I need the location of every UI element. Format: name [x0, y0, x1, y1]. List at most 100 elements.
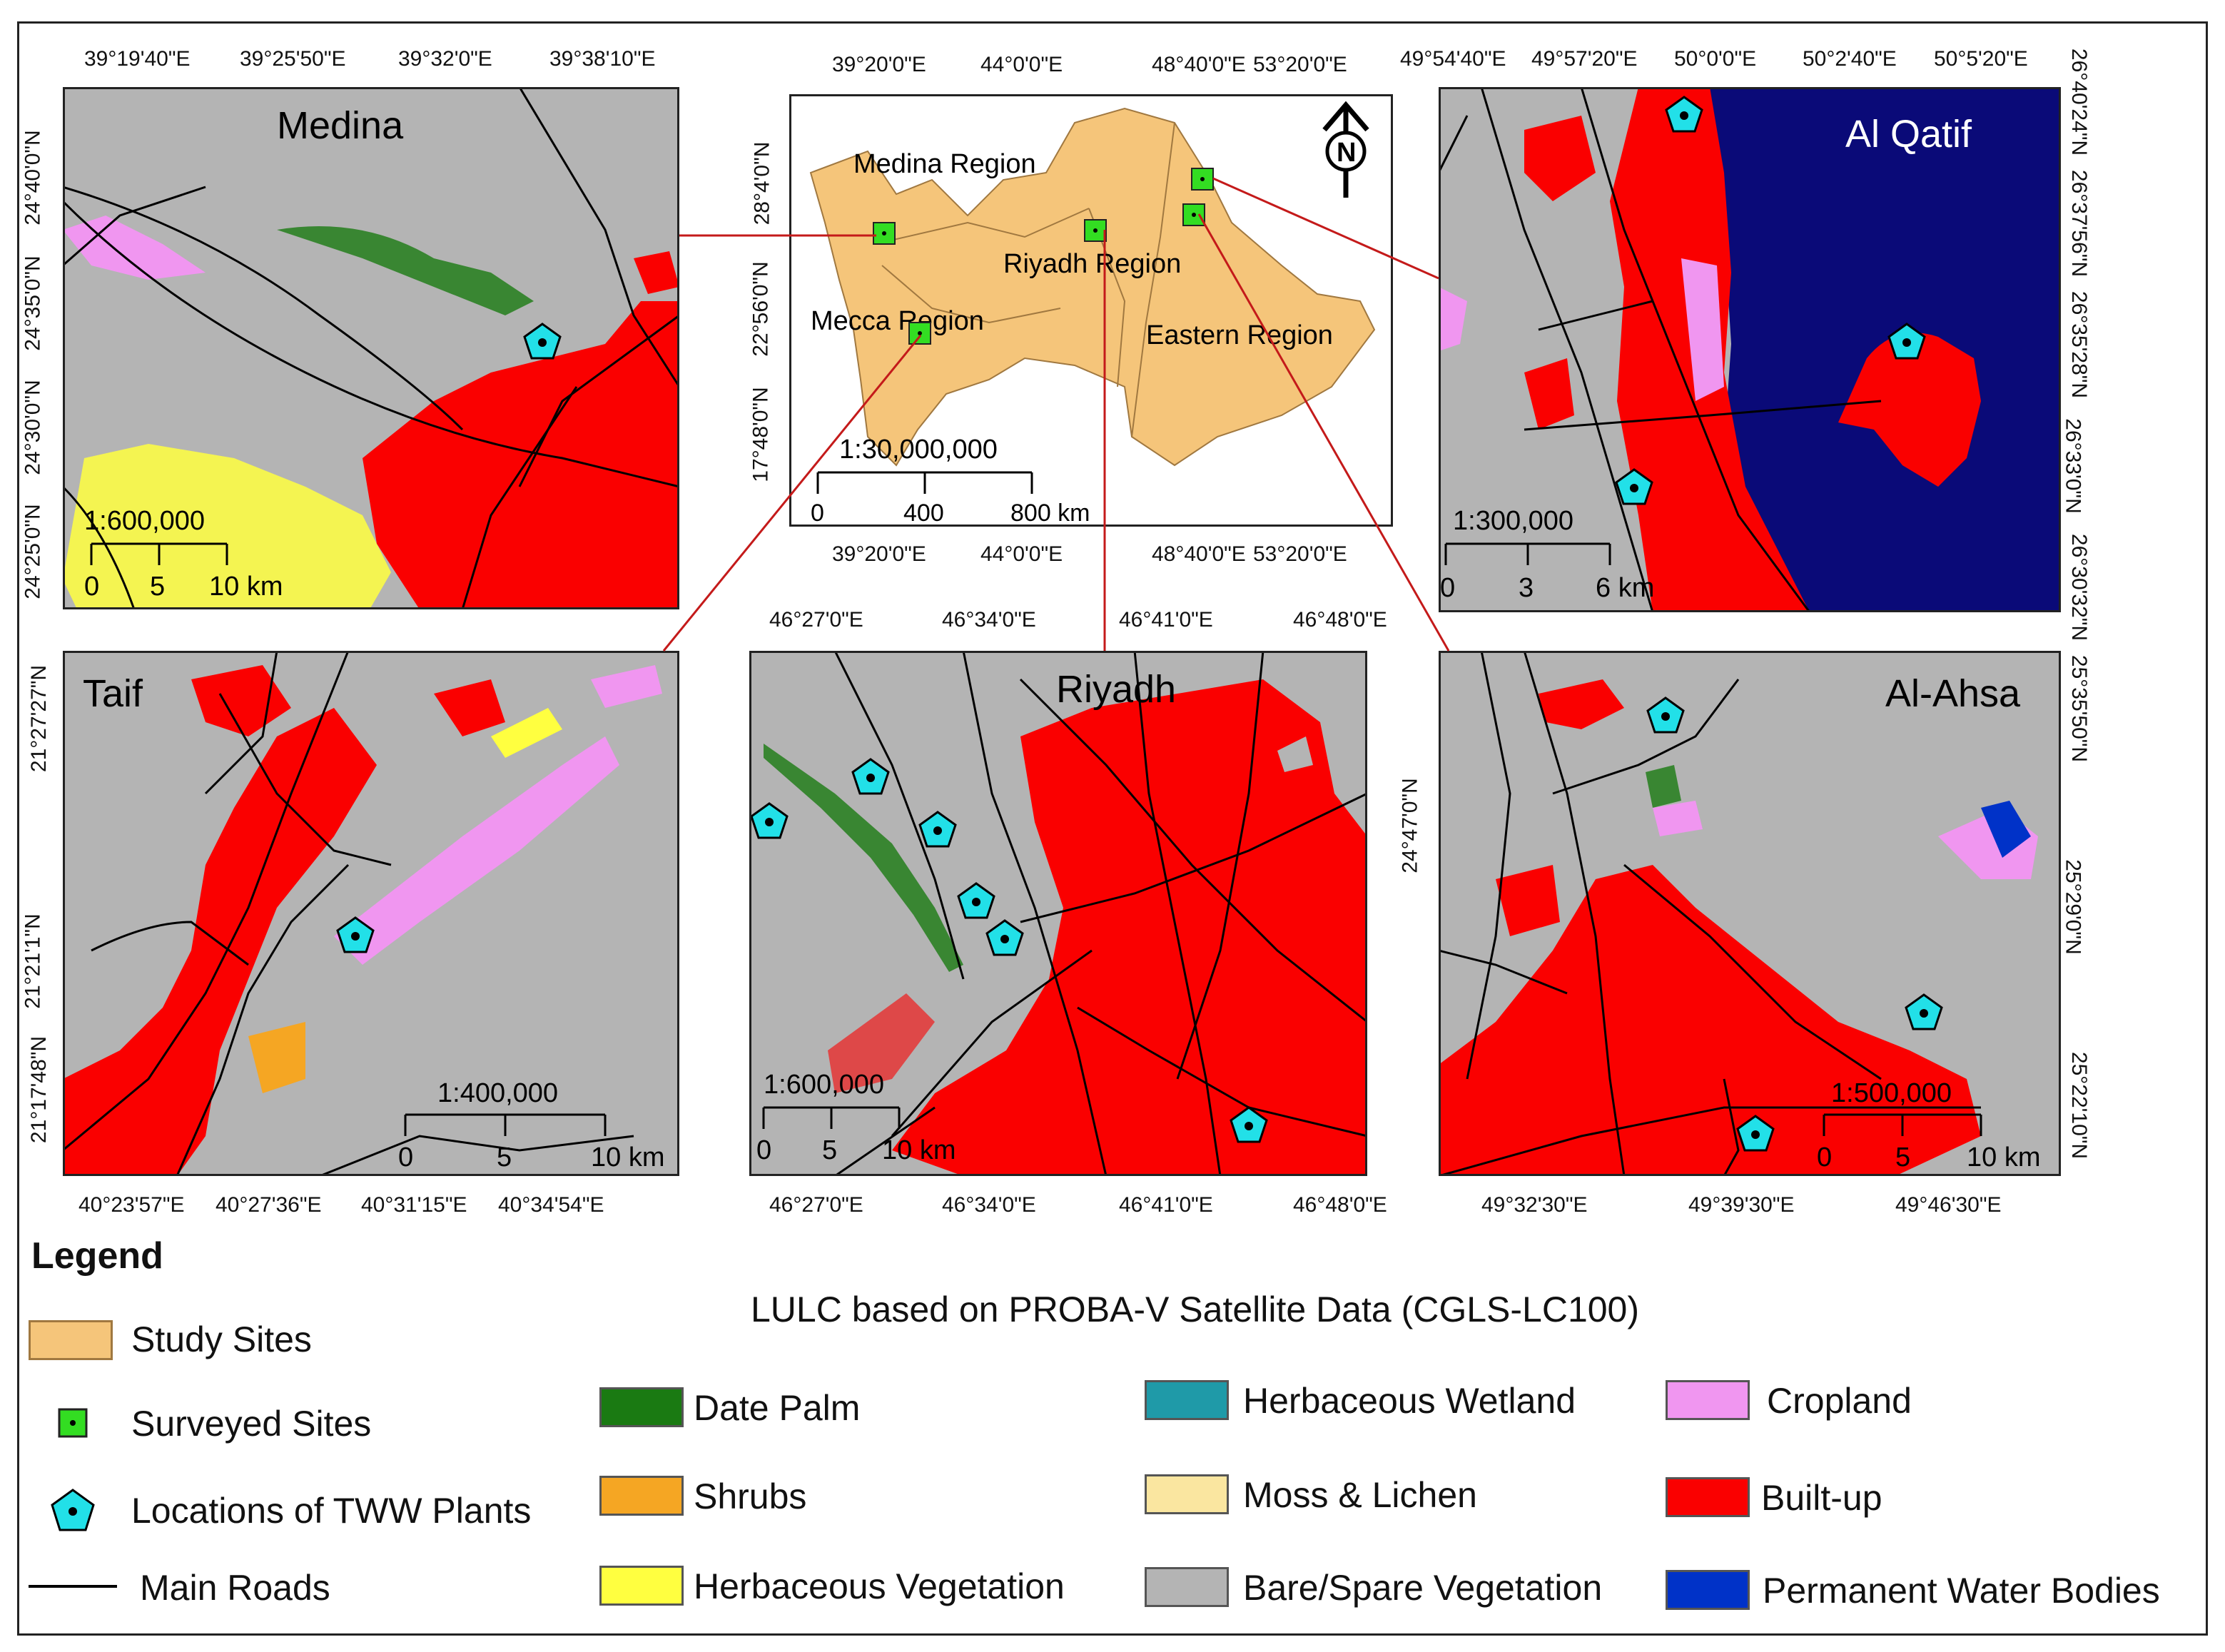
shrubs-patch [248, 1022, 305, 1093]
cropland-patch [334, 736, 619, 965]
main-road [63, 485, 136, 609]
main-road [1439, 115, 1469, 173]
main-road [1077, 1006, 1367, 1137]
scale-tick: 5 [150, 572, 165, 602]
tww-plant-icon [1230, 1106, 1268, 1143]
builtup-patch [1524, 358, 1574, 430]
panel-title: Al-Ahsa [1885, 672, 2021, 715]
lat-tick: 26°35'28"N [2067, 290, 2092, 399]
lat-tick: 28°4'0"N [750, 141, 774, 225]
tww-plant-icon [1615, 468, 1653, 505]
scale-tick: 0 [398, 1142, 413, 1172]
scale-label: 1:300,000 [1453, 506, 1573, 536]
lon-tick: 49°32'30"E [1481, 1193, 1588, 1217]
main-road [1176, 651, 1264, 1080]
main-road [176, 863, 350, 1176]
water-bodies-swatch [1666, 1570, 1750, 1610]
surveyed-site-icon [908, 322, 931, 345]
builtup-area [892, 679, 1367, 1176]
lon-tick: 46°34'0"E [942, 1193, 1036, 1217]
lon-tick: 49°57'20"E [1531, 47, 1638, 71]
main-road [63, 186, 464, 431]
lon-tick: 53°20'0"E [1253, 542, 1347, 566]
surveyed-site-icon [873, 222, 896, 245]
main-road [1133, 651, 1222, 1176]
legend-label: Moss & Lichen [1243, 1475, 1477, 1515]
tww-plant-icon [523, 323, 562, 360]
legend-label: Locations of TWW Plants [131, 1491, 532, 1531]
scale-label: 1:30,000,000 [839, 435, 998, 465]
lon-tick: 46°41'0"E [1119, 608, 1213, 632]
builtup-patch [1524, 116, 1596, 201]
builtup-patch [1496, 865, 1560, 936]
tww-plant-icon [1736, 1115, 1775, 1152]
riyadh-map: Riyadh 1:600,000 0 5 10 km [749, 651, 1367, 1176]
tww-plant-icon [750, 802, 789, 839]
scale-label: 1:600,000 [84, 506, 205, 536]
tww-plant-icon [1646, 696, 1685, 734]
scale-tick: 10 km [882, 1135, 956, 1165]
legend-label: Bare/Spare Vegetation [1243, 1568, 1603, 1608]
main-road [518, 314, 679, 487]
scale-bar [90, 542, 228, 565]
main-road-icon [29, 1585, 117, 1588]
scale-label: 1:400,000 [437, 1078, 558, 1108]
main-road [63, 651, 350, 1152]
scale-tick: 0 [1817, 1142, 1832, 1172]
tww-plant-icon [51, 1489, 95, 1531]
lon-tick: 40°27'36"E [216, 1193, 322, 1217]
lat-tick: 26°33'0"N [2061, 418, 2085, 514]
main-road [204, 651, 278, 795]
lulc-title: LULC based on PROBA-V Satellite Data (CG… [751, 1289, 1640, 1329]
builtup-patch [434, 679, 505, 736]
lon-tick: 39°19'40"E [84, 47, 191, 71]
builtup-area [63, 708, 377, 1176]
lat-tick: 21°17'48"N [27, 1035, 51, 1144]
builtup-area [363, 301, 679, 609]
region-label: Mecca Region [811, 306, 984, 336]
legend-title: Legend [31, 1235, 163, 1277]
legend-label: Date Palm [694, 1388, 861, 1428]
tww-plant-icon [851, 758, 890, 795]
panel-title: Taif [83, 672, 143, 715]
cropland-patch [63, 216, 206, 280]
main-road [218, 693, 392, 866]
lat-tick: 24°35'0"N [21, 255, 45, 351]
scale-tick: 5 [822, 1135, 837, 1165]
legend-label: Built-up [1761, 1478, 1882, 1518]
lat-tick: 25°22'10"N [2067, 1051, 2092, 1160]
north-arrow-icon: N [1322, 101, 1369, 198]
tww-plant-icon [1665, 96, 1703, 133]
main-road [1466, 651, 1511, 1080]
lon-tick: 46°27'0"E [769, 608, 863, 632]
main-road [1020, 792, 1367, 923]
lon-tick: 44°0'0"E [980, 542, 1063, 566]
legend-label: Study Sites [131, 1319, 312, 1359]
island-builtup [1838, 333, 1981, 487]
overview-map: Medina Region Riyadh Region Mecca Region… [789, 94, 1393, 527]
scale-tick: 3 [1519, 573, 1534, 603]
cropland-patch [591, 665, 662, 708]
scale-tick: 0 [1440, 573, 1455, 603]
main-road [63, 200, 679, 488]
lon-tick: 40°34'54"E [498, 1193, 604, 1217]
lon-tick: 49°39'30"E [1688, 1193, 1795, 1217]
lon-tick: 40°23'57"E [78, 1193, 185, 1217]
lon-tick: 46°48'0"E [1293, 608, 1387, 632]
lon-tick: 46°48'0"E [1293, 1193, 1387, 1217]
lat-tick: 26°37'56"N [2067, 169, 2092, 278]
main-road [834, 1106, 936, 1176]
figure-frame [17, 21, 2208, 1636]
region-label: Riyadh Region [1003, 249, 1181, 279]
qatif-map: Al Qatif 1:300,000 0 3 6 km [1439, 87, 2061, 612]
builtup-patch [828, 993, 935, 1093]
date-palm-strip [764, 744, 963, 972]
scale-tick: 5 [497, 1142, 512, 1172]
main-road [1723, 1078, 1740, 1176]
lat-tick: 21°21'1"N [21, 913, 45, 1009]
lon-tick: 49°54'40"E [1400, 47, 1506, 71]
lon-tick: 46°41'0"E [1119, 1193, 1213, 1217]
main-road [1480, 87, 1654, 612]
main-road [91, 921, 249, 966]
main-road [1538, 300, 1653, 331]
